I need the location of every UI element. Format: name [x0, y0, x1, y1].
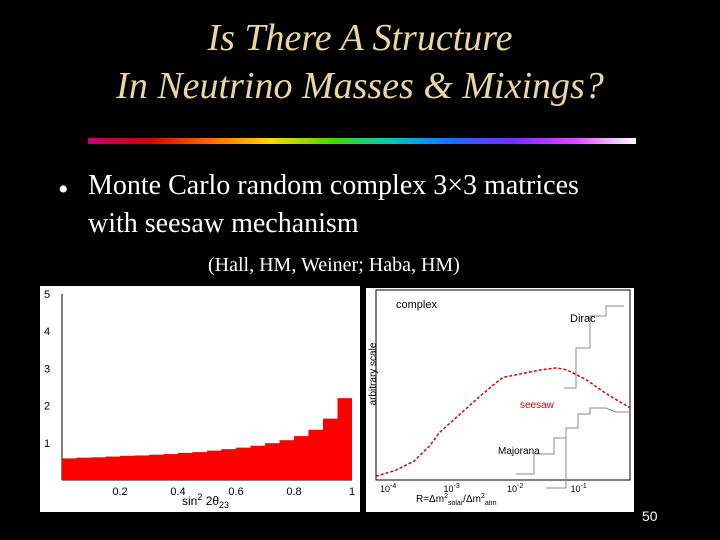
hist-y-tick-label: 3 [44, 363, 50, 375]
histogram-bar [294, 436, 309, 480]
ratio-x-tick-label: 10-1 [571, 483, 587, 494]
bullet-text-line-2: with seesaw mechanism [88, 208, 359, 239]
histogram-bar [134, 455, 149, 480]
histogram-svg: 1 2 3 4 5 0.2 0.4 0.6 0.8 1 sin2 2θ23 [44, 289, 355, 510]
hist-y-tick-label: 1 [44, 438, 50, 450]
histogram-bar [120, 455, 135, 480]
hist-y-tick-label: 4 [44, 326, 50, 338]
page-number: 50 [642, 508, 658, 524]
title-line-2: In Neutrino Masses & Mixings? [116, 65, 604, 107]
slide-title: Is There A Structure In Neutrino Masses … [0, 14, 720, 110]
ratio-distribution-chart: arbitrary scale complex Dirac seesaw Maj… [366, 288, 634, 512]
annotation-complex: complex [396, 299, 437, 311]
ratio-x-axis-label: R=Δm2solar/Δm2atm [416, 493, 497, 507]
ratio-y-axis-label: arbitrary scale [368, 342, 379, 405]
histogram-bar [236, 447, 251, 480]
hist-x-tick-label: 0.6 [228, 486, 243, 498]
histogram-bar [76, 457, 91, 480]
histogram-bar [105, 456, 120, 480]
hist-x-axis-label: sin2 2θ23 [182, 492, 229, 510]
annotation-dirac: Dirac [570, 313, 596, 325]
histogram-bar [91, 457, 106, 480]
citation: (Hall, HM, Weiner; Haba, HM) [208, 254, 460, 276]
ratio-x-tick-label: 10-3 [444, 483, 460, 494]
ratio-x-tick-label: 10-4 [380, 483, 396, 494]
histogram-bar [178, 452, 193, 480]
ratio-x-tick-label: 10-2 [507, 483, 523, 494]
hist-y-tick-label: 2 [44, 401, 50, 413]
ratio-svg: arbitrary scale complex Dirac seesaw Maj… [368, 289, 631, 507]
title-line-1: Is There A Structure [207, 17, 513, 59]
bullet-text-line-1: Monte Carlo random complex 3×3 matrices [88, 170, 579, 201]
rainbow-divider [88, 138, 636, 144]
histogram-bar [207, 450, 222, 480]
majorana-curve [516, 437, 567, 475]
histogram-bar [308, 429, 323, 480]
hist-x-tick-label: 0.8 [286, 486, 301, 498]
hist-x-tick-label: 1 [349, 486, 355, 498]
histogram-bar [337, 398, 352, 480]
histogram-bar [192, 452, 207, 480]
hist-x-tick-label: 0.2 [112, 486, 127, 498]
histogram-bar [149, 454, 164, 480]
histogram-bar [221, 449, 236, 480]
histogram-chart: 1 2 3 4 5 0.2 0.4 0.6 0.8 1 sin2 2θ23 [40, 286, 360, 512]
annotation-majorana: Majorana [498, 446, 540, 457]
ratio-frame [375, 289, 631, 481]
hist-y-tick-label: 5 [44, 289, 50, 301]
complex-curve [564, 305, 624, 389]
histogram-bar [250, 445, 265, 480]
histogram-bar [62, 458, 77, 480]
histogram-bar [279, 440, 294, 480]
histogram-bar [163, 453, 178, 480]
hist-x-tick-label: 0.4 [170, 486, 185, 498]
bullet-marker: • [58, 173, 69, 206]
dirac-curve [546, 407, 630, 489]
histogram-bar [265, 443, 280, 480]
annotation-seesaw: seesaw [520, 400, 555, 411]
histogram-bar [323, 418, 338, 480]
seesaw-series-line [375, 367, 631, 477]
